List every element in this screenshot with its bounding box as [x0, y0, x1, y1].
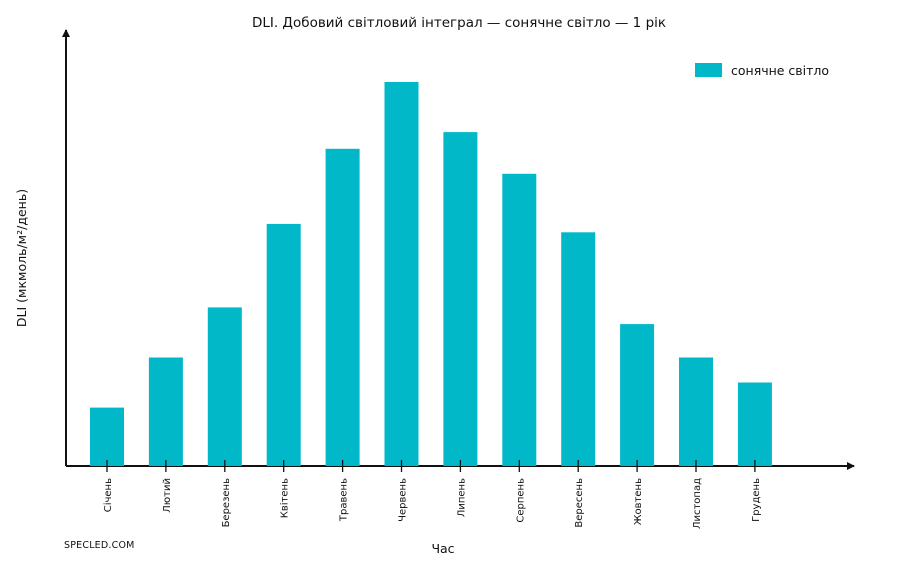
chart-title: DLI. Добовий світловий інтеграл — сонячн… [252, 15, 666, 31]
x-tick-label-травень: Травень [339, 478, 350, 522]
x-tick-label-квітень: Квітень [279, 478, 291, 518]
bar-жовтень [620, 324, 655, 466]
bar-березень [207, 307, 242, 466]
x-tick-label-листопад: Листопад [692, 478, 703, 529]
bar-квітень [266, 223, 301, 466]
legend: сонячне світло [695, 63, 829, 78]
x-tick-labels-group: Січень Лютий Березень Квітень Травень Червень… [102, 478, 762, 529]
bar-вересень [561, 232, 596, 466]
bar-лютий [148, 357, 183, 466]
x-tick-label-лютий: Лютий [162, 478, 173, 513]
x-tick-label-червень: Червень [398, 478, 409, 522]
y-axis-label: DLI (мкмоль/м²/день) [14, 189, 29, 327]
bar-травень [325, 148, 360, 467]
x-tick-label-жовтень: Жовтень [633, 478, 644, 525]
x-axis-label: Час [431, 541, 454, 556]
x-tick-label-вересень: Вересень [574, 478, 585, 528]
bar-грудень [737, 382, 772, 466]
bars-group [90, 82, 772, 467]
legend-swatch [695, 63, 722, 77]
legend-label: сонячне світло [731, 63, 829, 78]
x-ticks-group [106, 460, 756, 472]
x-tick-label-грудень: Грудень [751, 478, 762, 522]
x-tick-label-березень: Березень [221, 478, 232, 528]
x-tick-label-серпень: Серпень [515, 478, 526, 523]
bar-червень [384, 82, 419, 466]
watermark: SPECLED.COM [64, 540, 135, 551]
x-tick-label-січень: Січень [102, 478, 114, 512]
bar-листопад [679, 357, 713, 466]
x-tick-label-липень: Липень [456, 478, 467, 517]
bar-липень [443, 132, 478, 466]
bar-серпень [502, 173, 537, 467]
bar-січень [90, 407, 124, 466]
